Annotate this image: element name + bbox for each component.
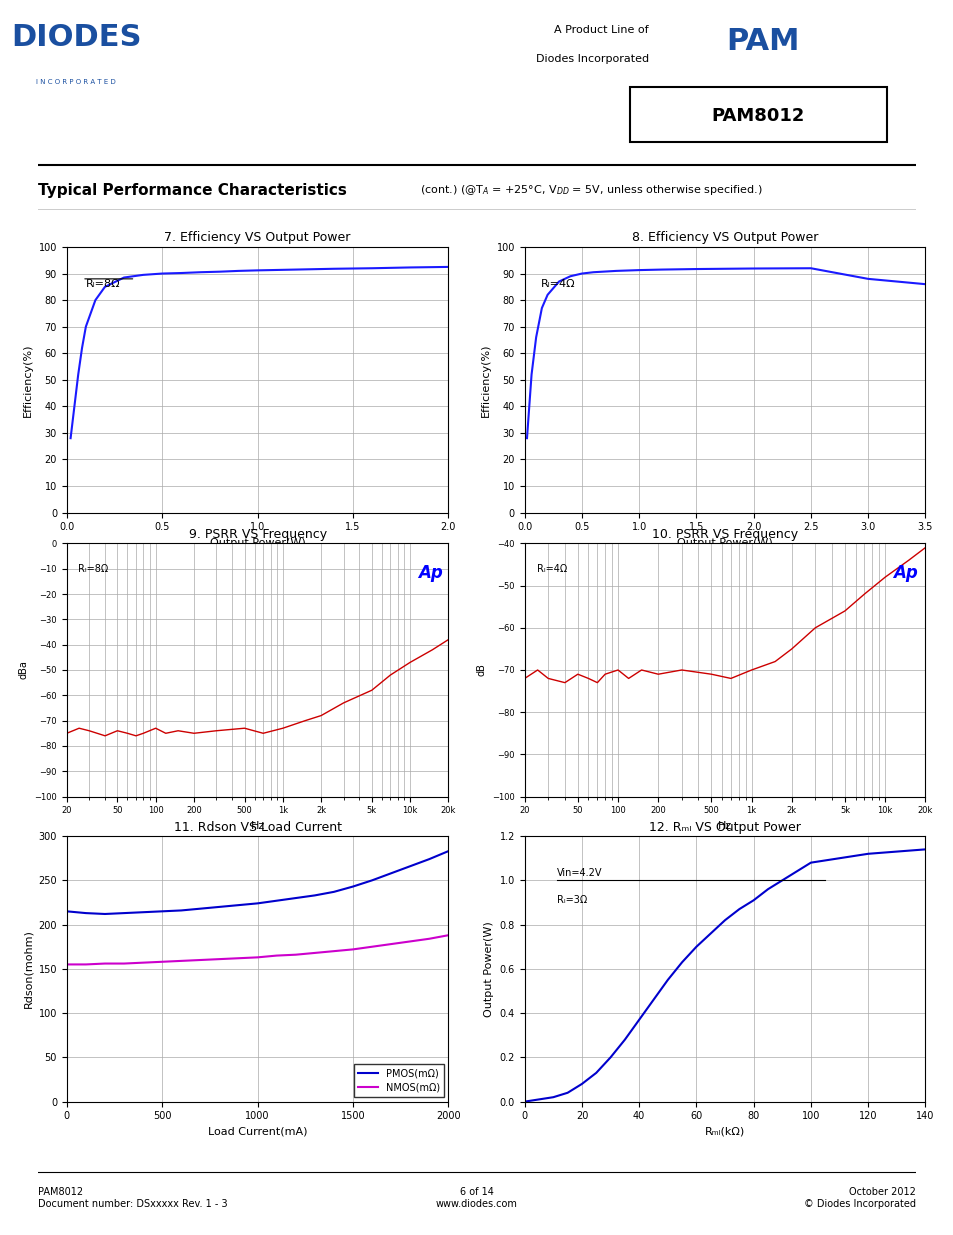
Title: 9. PSRR VS Frequency: 9. PSRR VS Frequency [189,527,326,541]
PMOS(mΩ) [271,893,282,908]
NMOS(mΩ) [366,940,377,955]
Text: PAM: PAM [725,27,800,56]
NMOS(mΩ) [385,936,396,951]
PMOS(mΩ) [309,888,320,903]
Text: I N C O R P O R A T E D: I N C O R P O R A T E D [36,79,116,84]
NMOS(mΩ) [252,950,263,965]
Text: Rₗ=8Ω: Rₗ=8Ω [78,563,109,573]
PMOS(mΩ) [175,903,187,918]
X-axis label: Hz: Hz [718,821,731,831]
PMOS(mΩ) [366,873,377,888]
Title: 11. Rdson VS Load Current: 11. Rdson VS Load Current [173,820,341,834]
Y-axis label: Efficiency(%): Efficiency(%) [23,343,33,416]
Text: Typical Performance Characteristics: Typical Performance Characteristics [38,183,347,198]
Text: (cont.) (@T$_A$ = +25°C, V$_{DD}$ = 5V, unless otherwise specified.): (cont.) (@T$_A$ = +25°C, V$_{DD}$ = 5V, … [419,183,761,198]
Title: 10. PSRR VS Frequency: 10. PSRR VS Frequency [651,527,798,541]
NMOS(mΩ) [347,942,358,957]
NMOS(mΩ) [213,952,225,967]
Text: PAM8012
Document number: DSxxxxx Rev. 1 - 3: PAM8012 Document number: DSxxxxx Rev. 1 … [38,1187,228,1209]
PMOS(mΩ) [328,884,339,899]
X-axis label: Hz: Hz [251,821,264,831]
NMOS(mΩ) [80,957,91,972]
PMOS(mΩ) [213,899,225,914]
NMOS(mΩ) [137,955,149,969]
Legend: PMOS(mΩ), NMOS(mΩ): PMOS(mΩ), NMOS(mΩ) [354,1065,443,1097]
NMOS(mΩ) [404,934,416,948]
Text: A Product Line of: A Product Line of [554,25,648,35]
NMOS(mΩ) [309,946,320,961]
NMOS(mΩ) [61,957,72,972]
PMOS(mΩ) [194,902,206,916]
NMOS(mΩ) [233,951,244,966]
NMOS(mΩ) [442,927,454,942]
Text: October 2012
© Diodes Incorporated: October 2012 © Diodes Incorporated [803,1187,915,1209]
PMOS(mΩ) [156,904,168,919]
X-axis label: Output Power(W): Output Power(W) [677,537,772,548]
Title: 12. Rₘₗ VS Output Power: 12. Rₘₗ VS Output Power [648,820,801,834]
X-axis label: Output Power(W): Output Power(W) [210,537,305,548]
PMOS(mΩ) [99,906,111,921]
Y-axis label: dBa: dBa [19,661,29,679]
Text: Rₗ=3Ω: Rₗ=3Ω [557,894,586,904]
Text: Rₗ=4Ω: Rₗ=4Ω [537,563,566,573]
FancyBboxPatch shape [629,88,886,142]
PMOS(mΩ) [423,852,435,867]
Y-axis label: Efficiency(%): Efficiency(%) [480,343,491,416]
Text: Vin=4.2V: Vin=4.2V [557,868,601,878]
NMOS(mΩ) [290,947,301,962]
X-axis label: Rₘₗ(kΩ): Rₘₗ(kΩ) [704,1126,744,1137]
Text: Rₗ=8Ω: Rₗ=8Ω [86,279,120,289]
X-axis label: Load Current(mA): Load Current(mA) [208,1126,307,1137]
PMOS(mΩ) [347,879,358,894]
Line: PMOS(mΩ): PMOS(mΩ) [67,851,448,914]
PMOS(mΩ) [442,844,454,858]
PMOS(mΩ) [61,904,72,919]
Text: DIODES: DIODES [11,22,141,52]
Y-axis label: dB: dB [476,663,486,677]
Text: Diodes Incorporated: Diodes Incorporated [535,54,648,64]
PMOS(mΩ) [80,905,91,920]
NMOS(mΩ) [156,955,168,969]
NMOS(mΩ) [328,944,339,958]
PMOS(mΩ) [404,858,416,873]
PMOS(mΩ) [118,905,130,920]
PMOS(mΩ) [290,890,301,905]
Y-axis label: Output Power(W): Output Power(W) [483,921,494,1016]
PMOS(mΩ) [385,866,396,881]
NMOS(mΩ) [423,931,435,946]
PMOS(mΩ) [233,898,244,913]
Text: PAM8012: PAM8012 [711,106,804,125]
PMOS(mΩ) [137,905,149,920]
Line: NMOS(mΩ): NMOS(mΩ) [67,935,448,965]
Y-axis label: Rdson(mohm): Rdson(mohm) [23,930,32,1008]
Title: 7. Efficiency VS Output Power: 7. Efficiency VS Output Power [164,231,351,245]
Text: Ap: Ap [892,563,917,582]
Title: 8. Efficiency VS Output Power: 8. Efficiency VS Output Power [631,231,818,245]
NMOS(mΩ) [175,953,187,968]
NMOS(mΩ) [194,952,206,967]
NMOS(mΩ) [271,948,282,963]
NMOS(mΩ) [118,956,130,971]
NMOS(mΩ) [99,956,111,971]
Text: Ap: Ap [417,563,442,582]
Text: Rₗ=4Ω: Rₗ=4Ω [540,279,575,289]
PMOS(mΩ) [252,895,263,910]
Text: 6 of 14
www.diodes.com: 6 of 14 www.diodes.com [436,1187,517,1209]
